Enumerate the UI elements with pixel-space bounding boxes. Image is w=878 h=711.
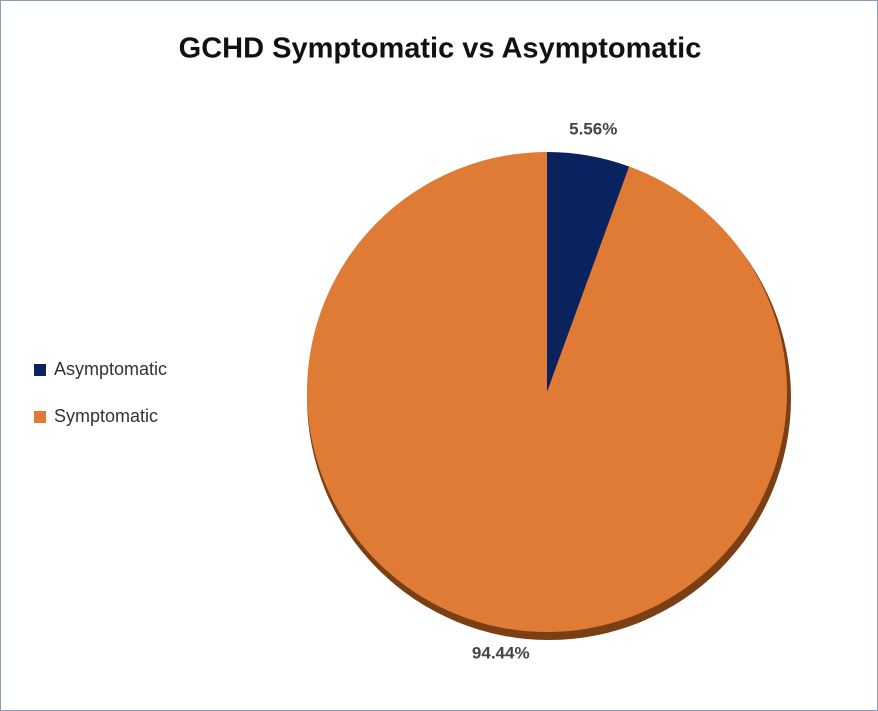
legend-swatch [34,364,46,376]
chart-title: GCHD Symptomatic vs Asymptomatic [179,33,702,65]
data-label: 5.56% [569,120,617,139]
legend-label: Asymptomatic [54,359,167,379]
pie-slice [547,152,630,392]
pie-slice [307,152,788,632]
data-label: 94.44% [472,643,530,662]
legend-label: Symptomatic [54,406,158,426]
legend-swatch [34,411,46,423]
